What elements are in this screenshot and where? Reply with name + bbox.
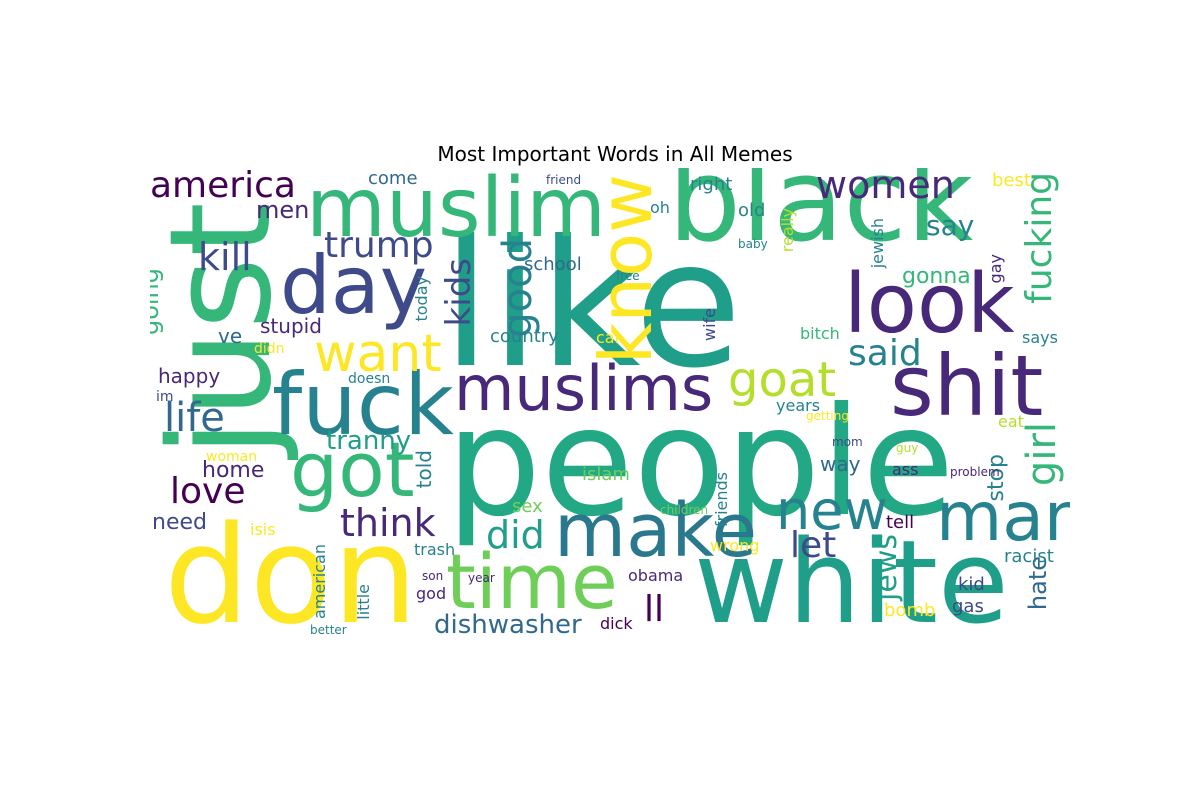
word-cloud: like people don white black just muslim day fuck… (150, 168, 1070, 638)
word-new: new (776, 479, 888, 542)
word-gas: gas (952, 596, 984, 617)
word-oh: oh (650, 198, 670, 217)
word-country: country (490, 326, 559, 347)
word-stupid: stupid (260, 314, 322, 338)
word-people: people (446, 376, 955, 550)
word-problem: problem (950, 465, 1000, 479)
word-need: need (152, 510, 207, 535)
word-said: said (848, 333, 922, 374)
word-man: man (936, 478, 1070, 557)
word-free: free (616, 269, 640, 283)
word-eat: eat (998, 412, 1024, 431)
word-muslim: muslim (306, 168, 607, 256)
word-better: better (310, 623, 347, 637)
word-sex: sex (512, 496, 543, 517)
word-women: women (816, 168, 955, 207)
word-kid: kid (958, 574, 985, 595)
word-gay: gay (986, 254, 1005, 284)
word-tranny: tranny (326, 426, 412, 456)
word-muslims: muslims (454, 352, 714, 425)
word-im: im (156, 389, 174, 405)
word-best: best (992, 170, 1031, 191)
word-men: men (256, 196, 310, 224)
chart-title: Most Important Words in All Memes (437, 142, 793, 166)
word-trash: trash (414, 540, 456, 559)
word-love: love (170, 471, 246, 512)
word-gonna: gonna (902, 264, 971, 289)
word-did: did (486, 513, 545, 557)
word-shit: shit (890, 337, 1044, 435)
word-wrong: wrong (710, 536, 760, 555)
word-school: school (524, 254, 582, 275)
word-kill: kill (198, 235, 252, 279)
word-friends: friends (712, 472, 731, 528)
word-make: make (554, 488, 758, 574)
word-day: day (280, 239, 428, 332)
word-going: going (150, 268, 164, 336)
word-doesn: doesn (348, 371, 391, 387)
word-girl: girl (1019, 422, 1065, 487)
word-didn: didn (254, 341, 285, 357)
word-ass: ass (892, 460, 919, 479)
word-guy: guy (896, 441, 919, 455)
word-ve: ve (218, 324, 243, 348)
word-kids: kids (439, 258, 479, 327)
word-good: good (495, 238, 541, 338)
word-way: way (820, 452, 861, 476)
word-wife: wife (700, 308, 719, 342)
word-baby: baby (738, 237, 768, 251)
word-white: white (694, 516, 1009, 639)
word-look: look (844, 257, 1015, 352)
word-american: american (310, 544, 329, 619)
word-children: children (660, 503, 709, 517)
word-happy: happy (158, 364, 221, 388)
word-let: let (790, 525, 837, 566)
word-told: told (412, 450, 436, 489)
word-life: life (164, 395, 225, 441)
word-car: car (596, 328, 622, 347)
word-got: got (290, 425, 415, 514)
word-islam: islam (582, 464, 630, 485)
word-says: says (1022, 328, 1058, 347)
word-say: say (926, 209, 975, 242)
word-year: year (468, 571, 495, 585)
word-america: america (150, 168, 296, 206)
word-don: don (164, 497, 418, 638)
word-jews: jews (869, 534, 904, 601)
word-goat: goat (728, 352, 837, 408)
word-dishwasher: dishwasher (434, 610, 582, 638)
word-jewish: jewish (868, 218, 887, 269)
word-obama: obama (628, 566, 684, 585)
word-time: time (446, 537, 618, 626)
word-racist: racist (1004, 546, 1054, 567)
word-want: want (314, 324, 442, 384)
word-today: today (412, 276, 431, 322)
word-son: son (422, 569, 444, 583)
word-isis: isis (250, 520, 276, 539)
word-bitch: bitch (800, 324, 840, 343)
word-really: really (778, 208, 797, 253)
word-think: think (340, 501, 436, 545)
word-getting: getting (806, 409, 849, 423)
word-dick: dick (600, 614, 633, 633)
word-fucking: fucking (1019, 172, 1060, 304)
word-fuck: fuck (272, 355, 454, 455)
word-trump: trump (324, 225, 434, 266)
word-mom: mom (832, 435, 863, 449)
word-woman: woman (206, 449, 258, 465)
word-years: years (776, 396, 821, 415)
word-right: right (690, 174, 733, 195)
word-little: little (354, 584, 373, 620)
word-like: like (442, 204, 743, 407)
word-old: old (738, 200, 766, 221)
word-bomb: bomb (884, 600, 936, 621)
word-friend: friend (546, 173, 582, 187)
word-come: come (368, 168, 418, 189)
word-black: black (668, 168, 974, 268)
word-tell: tell (886, 512, 915, 533)
word-god: god (416, 584, 447, 603)
word-home: home (202, 458, 265, 483)
word-ll: ll (644, 589, 665, 630)
